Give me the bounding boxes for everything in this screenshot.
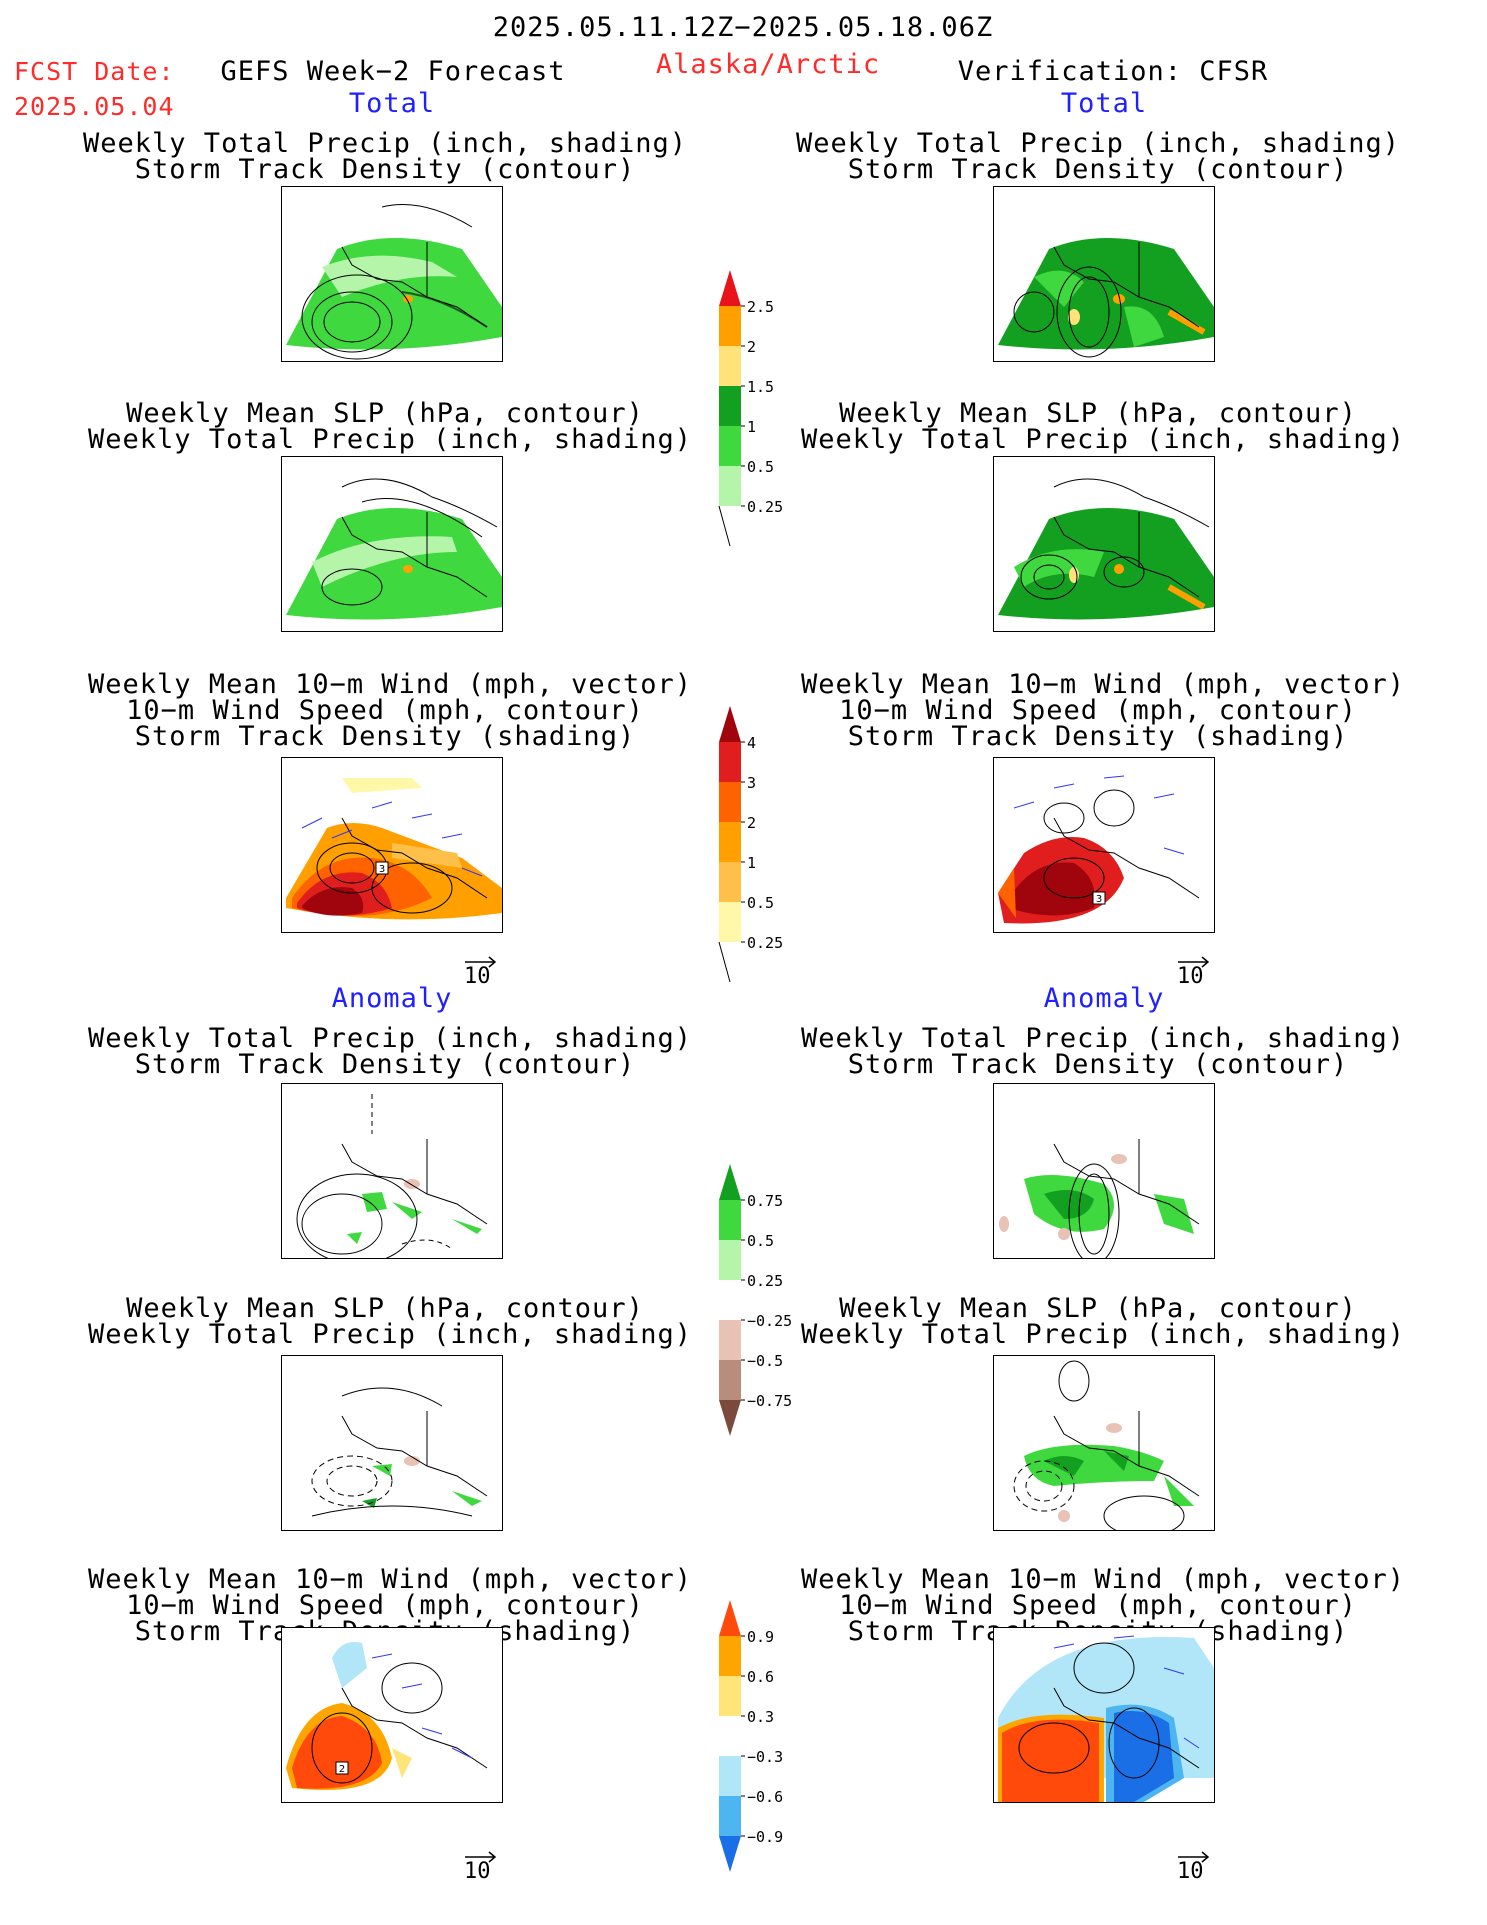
map-total-fcst-slp <box>281 456 503 632</box>
title-slp-left-2: Weekly Total Precip (inch, shading) <box>88 424 692 455</box>
vector-ref-label-row3-right: 10 <box>1177 964 1204 989</box>
cbar-track-total-label: 1 <box>747 854 757 872</box>
title-anom-slp-left-1: Weekly Mean SLP (hPa, contour) <box>126 1293 644 1324</box>
map-anom-verif-precip-track <box>993 1083 1215 1259</box>
cbar-track-total-label: 2 <box>747 814 757 832</box>
vector-ref-label-row6-left: 10 <box>464 1859 491 1884</box>
cbar-precip-anom-label: 0.25 <box>747 1272 784 1290</box>
title-anom-wind-right-2: 10−m Wind Speed (mph, contour) <box>839 1590 1357 1621</box>
map-total-fcst-precip-track <box>281 186 503 362</box>
map-total-fcst-wind: 3 <box>281 757 503 933</box>
cbar-precip-anom-label: −0.25 <box>747 1312 793 1330</box>
vector-arrow-icon <box>1178 956 1210 968</box>
cbar-precip-anom-label: −0.75 <box>747 1392 793 1410</box>
vector-arrow-icon <box>465 956 497 968</box>
title-wind-right-1: Weekly Mean 10−m Wind (mph, vector) <box>801 669 1405 700</box>
cbar-precip-total-label: 2.5 <box>747 298 775 316</box>
cbar-track-anom-label: 0.9 <box>747 1628 775 1646</box>
cbar-precip-anom-label: 0.5 <box>747 1232 775 1250</box>
title-anom-wind-right-1: Weekly Mean 10−m Wind (mph, vector) <box>801 1564 1405 1595</box>
map-total-verif-precip-track <box>993 186 1215 362</box>
map-anom-fcst-wind: 2 <box>281 1627 503 1803</box>
cbar-track-anom-label: −0.3 <box>747 1748 784 1766</box>
cbar-precip-total-label: 1.5 <box>747 378 775 396</box>
map-anom-verif-wind <box>993 1627 1215 1803</box>
map-anom-fcst-precip-track <box>281 1083 503 1259</box>
cbar-track-anom-label: 0.6 <box>747 1668 775 1686</box>
vector-arrow-icon <box>465 1851 497 1863</box>
region-title: Alaska/Arctic <box>655 49 881 80</box>
title-wind-left-2: 10−m Wind Speed (mph, contour) <box>126 695 644 726</box>
cbar-precip-total-label: 0.25 <box>747 498 784 516</box>
date-range-title: 2025.05.11.12Z−2025.05.18.06Z <box>492 12 994 43</box>
title-precip-track-left-2: Storm Track Density (contour) <box>134 154 636 185</box>
vector-arrow-icon <box>1178 1851 1210 1863</box>
title-precip-track-left-1: Weekly Total Precip (inch, shading) <box>83 128 687 159</box>
cbar-precip-anom-label: 0.75 <box>747 1192 784 1210</box>
box-label-total-fcst: 3 <box>379 864 385 875</box>
vector-ref-label-row6-right: 10 <box>1177 1859 1204 1884</box>
title-precip-track-right-2: Storm Track Density (contour) <box>847 154 1349 185</box>
colorbar-precip-anom <box>719 1164 745 1436</box>
cbar-track-anom-label: 0.3 <box>747 1708 775 1726</box>
title-slp-right-2: Weekly Total Precip (inch, shading) <box>801 424 1405 455</box>
box-label-total-verif: 3 <box>1096 894 1102 905</box>
cbar-precip-total-label: 0.5 <box>747 458 775 476</box>
title-slp-left-1: Weekly Mean SLP (hPa, contour) <box>126 398 644 429</box>
colorbar-track-total <box>718 706 745 983</box>
title-anom-precip-right-2: Storm Track Density (contour) <box>847 1049 1349 1080</box>
colorbar-precip-total <box>718 270 745 547</box>
title-anom-wind-left-2: 10−m Wind Speed (mph, contour) <box>126 1590 644 1621</box>
cbar-precip-total-label: 1 <box>747 418 757 436</box>
vector-ref-label-row3-left: 10 <box>464 964 491 989</box>
title-precip-track-right-1: Weekly Total Precip (inch, shading) <box>796 128 1400 159</box>
title-anom-precip-right-1: Weekly Total Precip (inch, shading) <box>801 1023 1405 1054</box>
title-wind-left-3: Storm Track Density (shading) <box>134 721 636 752</box>
map-anom-fcst-slp <box>281 1355 503 1531</box>
section-anomaly-right: Anomaly <box>1043 983 1165 1014</box>
right-model-title: Verification: CFSR <box>957 56 1269 87</box>
left-model-title: GEFS Week−2 Forecast <box>220 56 566 87</box>
fcst-date-value: 2025.05.04 <box>14 92 175 121</box>
section-total-right: Total <box>1060 88 1148 119</box>
fcst-date-label: FCST Date: <box>14 57 175 86</box>
title-anom-precip-left-2: Storm Track Density (contour) <box>134 1049 636 1080</box>
cbar-track-anom-label: −0.9 <box>747 1828 784 1846</box>
section-anomaly-left: Anomaly <box>331 983 453 1014</box>
title-wind-right-3: Storm Track Density (shading) <box>847 721 1349 752</box>
cbar-track-total-label: 4 <box>747 734 757 752</box>
map-total-verif-slp <box>993 456 1215 632</box>
colorbar-track-anom <box>719 1600 745 1872</box>
title-anom-precip-left-1: Weekly Total Precip (inch, shading) <box>88 1023 692 1054</box>
title-wind-left-1: Weekly Mean 10−m Wind (mph, vector) <box>88 669 692 700</box>
title-anom-wind-left-1: Weekly Mean 10−m Wind (mph, vector) <box>88 1564 692 1595</box>
cbar-precip-anom-label: −0.5 <box>747 1352 784 1370</box>
section-total-left: Total <box>348 88 436 119</box>
title-anom-slp-right-2: Weekly Total Precip (inch, shading) <box>801 1319 1405 1350</box>
cbar-track-total-label: 0.5 <box>747 894 775 912</box>
title-anom-slp-right-1: Weekly Mean SLP (hPa, contour) <box>839 1293 1357 1324</box>
title-slp-right-1: Weekly Mean SLP (hPa, contour) <box>839 398 1357 429</box>
cbar-track-total-label: 0.25 <box>747 934 784 952</box>
cbar-track-total-label: 3 <box>747 774 757 792</box>
cbar-precip-total-label: 2 <box>747 338 757 356</box>
box-label-anom-fcst: 2 <box>339 1764 345 1775</box>
cbar-track-anom-label: −0.6 <box>747 1788 784 1806</box>
title-wind-right-2: 10−m Wind Speed (mph, contour) <box>839 695 1357 726</box>
title-anom-slp-left-2: Weekly Total Precip (inch, shading) <box>88 1319 692 1350</box>
map-total-verif-wind: 3 <box>993 757 1215 933</box>
map-anom-verif-slp <box>993 1355 1215 1531</box>
